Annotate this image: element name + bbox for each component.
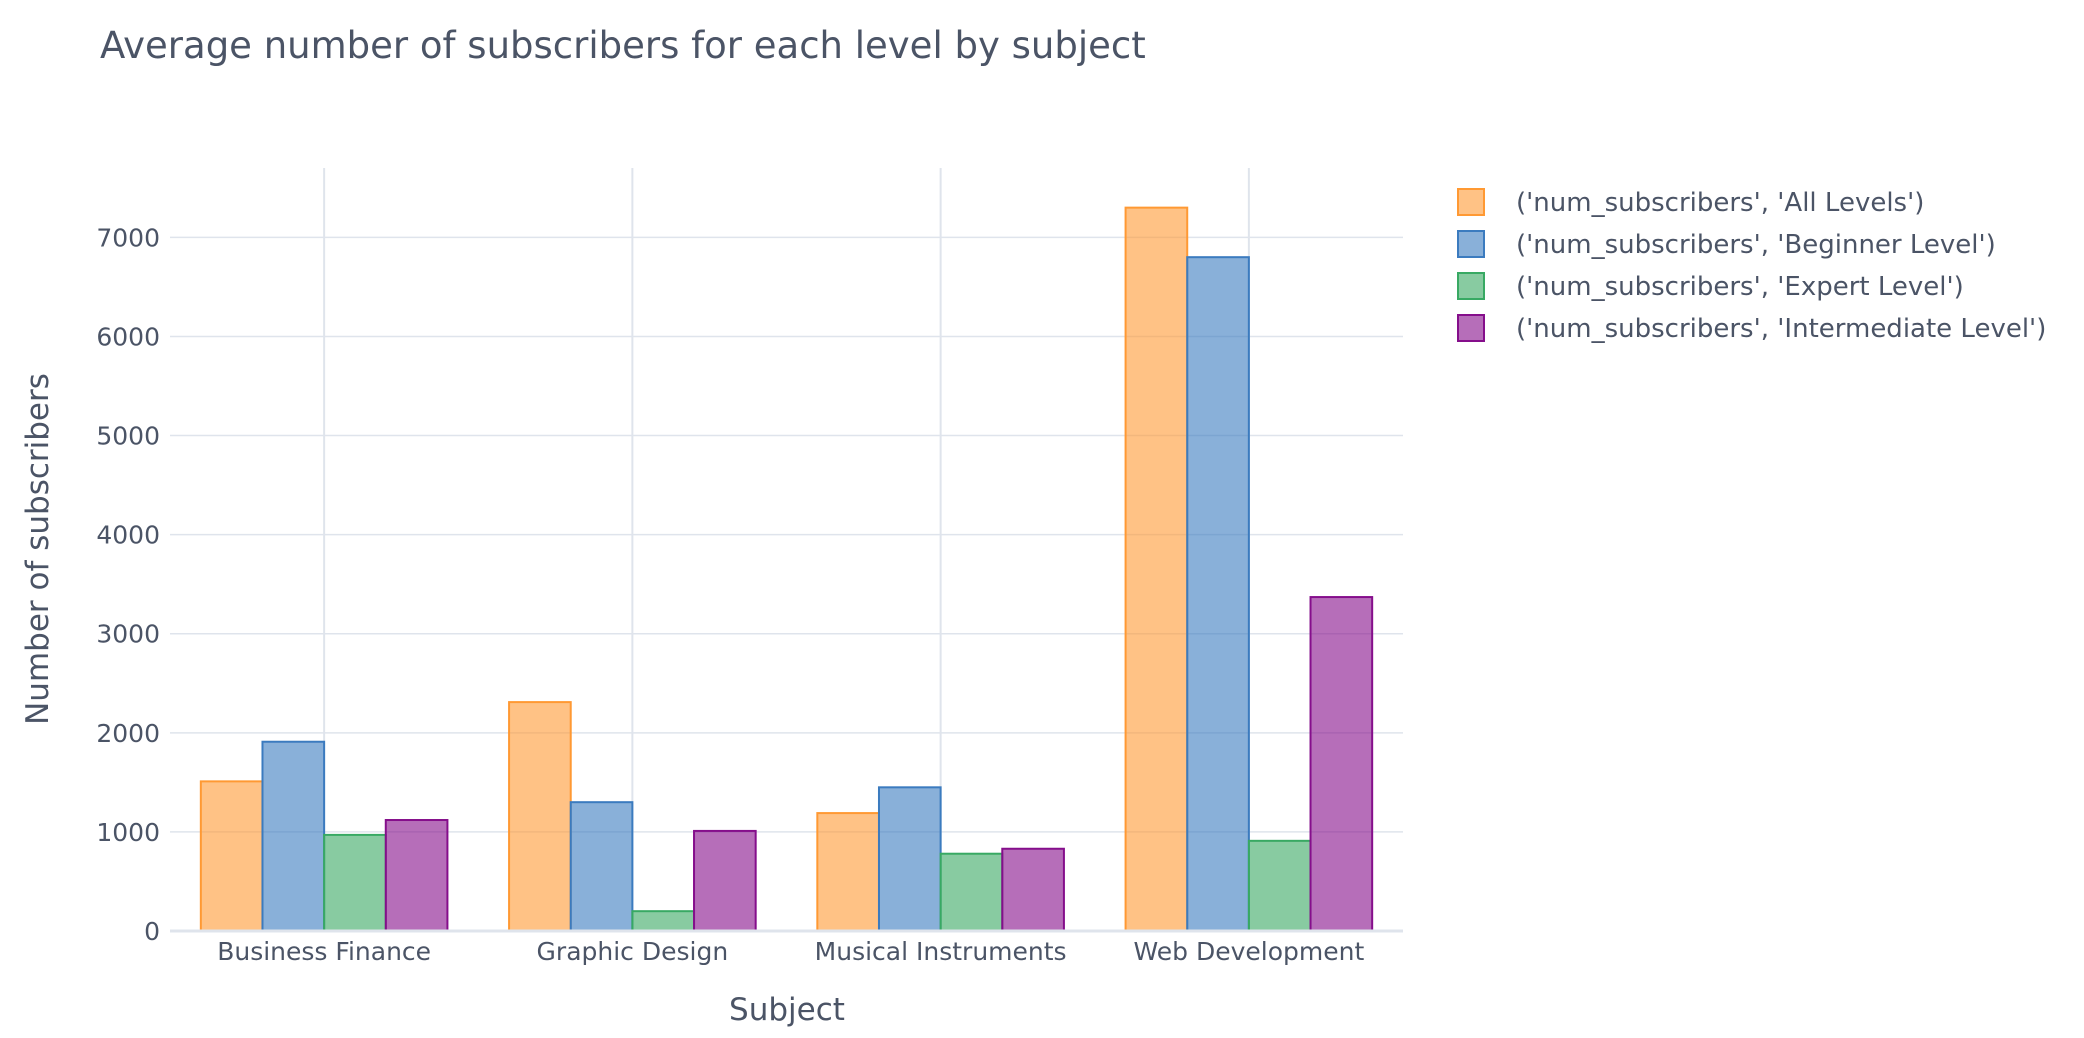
bar: [569, 801, 634, 932]
legend: ('num_subscribers', 'All Levels') ('num_s…: [1457, 188, 2046, 344]
bar: [693, 829, 757, 932]
legend-label: ('num_subscribers', 'Expert Level'): [1516, 272, 1964, 302]
bar: [261, 740, 326, 933]
legend-label: ('num_subscribers', 'All Levels'): [1516, 188, 1924, 218]
x-axis-title: Subject: [729, 992, 845, 1028]
y-tick-label: 5000: [96, 422, 160, 451]
bar: [1001, 847, 1065, 932]
legend-swatch: [1457, 230, 1485, 258]
y-tick-label: 0: [144, 917, 160, 946]
x-tick-label: Graphic Design: [537, 937, 729, 966]
legend-swatch: [1457, 272, 1485, 300]
y-tick-label: 6000: [96, 322, 160, 351]
bar: [1309, 596, 1374, 933]
bar: [1124, 206, 1189, 933]
bar: [508, 701, 572, 932]
bar: [1247, 839, 1312, 932]
bar: [384, 819, 449, 933]
y-tick-labels: 0 1000 2000 3000 4000 5000 6000 7000: [96, 223, 160, 946]
y-tick-label: 3000: [96, 620, 160, 649]
bar: [939, 852, 1004, 933]
x-tick-label: Musical Instruments: [815, 937, 1067, 966]
chart-title: Average number of subscribers for each l…: [100, 24, 1146, 67]
y-tick-label: 1000: [96, 818, 160, 847]
y-tick-label: 2000: [96, 719, 160, 748]
bar: [199, 780, 264, 933]
y-tick-label: 4000: [96, 521, 160, 550]
x-tick-label: Business Finance: [217, 937, 431, 966]
legend-label: ('num_subscribers', 'Intermediate Level'…: [1516, 314, 2046, 344]
bar: [816, 812, 880, 933]
bar: [323, 833, 387, 933]
x-tick-labels: Business Finance Graphic Design Musical In…: [217, 937, 1364, 966]
legend-label: ('num_subscribers', 'Beginner Level'): [1516, 230, 1996, 260]
x-tick-label: Web Development: [1134, 937, 1365, 966]
bar: [877, 786, 942, 932]
bars: [199, 206, 1374, 933]
y-tick-label: 7000: [96, 223, 160, 252]
y-axis-title: Number of subscribers: [20, 373, 56, 725]
legend-swatch: [1457, 188, 1485, 216]
bar: [1186, 256, 1250, 932]
legend-swatch: [1457, 314, 1485, 342]
bar: [631, 910, 696, 933]
